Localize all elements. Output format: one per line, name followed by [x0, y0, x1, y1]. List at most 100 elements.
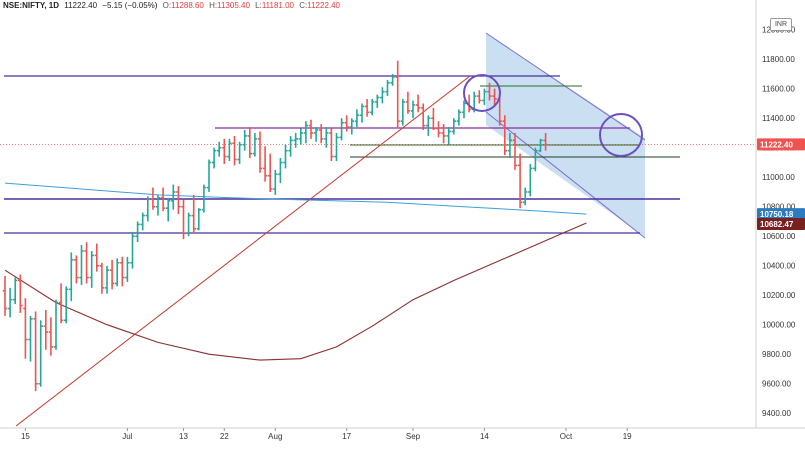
- ohlc-bar: [533, 147, 538, 172]
- y-tick-label: 11600.00: [762, 85, 795, 94]
- moving-average-mid: [4, 182, 587, 215]
- ohlc-bar: [166, 197, 171, 222]
- close-value: 11222.40: [307, 1, 341, 10]
- ohlc-bar: [375, 94, 380, 108]
- ohlc-bar: [370, 99, 375, 116]
- low-value: 11181.00: [261, 1, 294, 10]
- x-tick-label: 19: [623, 432, 632, 441]
- ohlc-bar: [38, 320, 43, 387]
- ohlc-bar: [242, 130, 247, 151]
- ohlc-bar: [288, 135, 293, 157]
- ohlc-bar: [171, 184, 176, 210]
- ohlc-bar: [298, 128, 303, 145]
- ohlc-bar: [390, 73, 395, 86]
- ohlc-bar: [217, 141, 222, 157]
- ohlc-bar: [84, 242, 89, 284]
- ohlc-bar: [206, 159, 212, 192]
- moving-average-long: [4, 222, 587, 361]
- x-tick-label: 15: [21, 432, 30, 441]
- ohlc-bar: [354, 109, 360, 128]
- ohlc-bar: [145, 196, 150, 222]
- ohlc-bar: [400, 99, 405, 126]
- ohlc-bar: [140, 212, 145, 231]
- ohlc-bar: [507, 132, 513, 159]
- ohlc-bar: [211, 147, 217, 169]
- price-tag-box: [757, 208, 805, 221]
- ohlc-bar: [492, 88, 497, 107]
- price-tag-box: [757, 218, 805, 231]
- ohlc-bar: [451, 118, 456, 135]
- ohlc-bar: [359, 103, 365, 123]
- ohlc-bar: [28, 315, 33, 362]
- y-tick-label: 10400.00: [762, 262, 796, 271]
- ohlc-bar: [23, 298, 28, 359]
- y-tick-label: 10200.00: [762, 291, 796, 300]
- ohlc-bar: [313, 127, 319, 142]
- close-label: C:: [299, 1, 308, 10]
- ohlc-bar: [109, 259, 115, 290]
- ohlc-bar: [247, 127, 252, 159]
- ohlc-bar: [502, 115, 507, 156]
- currency-badge[interactable]: INR: [770, 18, 792, 31]
- ohlc-bar: [104, 265, 110, 294]
- x-tick-label: 13: [179, 432, 188, 441]
- ohlc-bar: [125, 256, 130, 282]
- x-tick-label: 14: [480, 432, 489, 441]
- ohlc-bars: [2, 60, 548, 392]
- ohlc-bar: [99, 262, 105, 294]
- ohlc-bar: [380, 87, 385, 104]
- ohlc-bar: [196, 208, 201, 231]
- ohlc-bar: [150, 187, 156, 210]
- ohlc-bar: [431, 107, 436, 131]
- ohlc-bar: [33, 311, 38, 392]
- x-tick-label: Jul: [122, 432, 132, 441]
- ohlc-bar: [543, 132, 548, 151]
- ohlc-bar: [339, 118, 344, 141]
- ohlc-bar: [58, 283, 64, 324]
- ohlc-bar: [43, 309, 48, 350]
- price-tag-box: [757, 138, 805, 151]
- ohlc-bar: [523, 187, 528, 206]
- ohlc-bar: [334, 132, 339, 161]
- symbol-label[interactable]: NSE:NIFTY, 1D: [3, 1, 60, 10]
- ohlc-bar: [410, 100, 416, 119]
- ohlc-bar: [395, 60, 400, 129]
- ohlc-bar: [13, 277, 18, 305]
- ohlc-bar: [303, 121, 309, 144]
- ohlc-bar: [273, 169, 278, 195]
- y-tick-label: 10800.00: [762, 203, 796, 212]
- ohlc-bar: [69, 252, 74, 302]
- ohlc-bar: [436, 121, 441, 138]
- ohlc-bar: [94, 243, 99, 272]
- ohlc-bar: [283, 144, 288, 169]
- ohlc-bar: [364, 99, 370, 117]
- ohlc-bar: [191, 194, 196, 234]
- x-tick-label: Oct: [560, 432, 573, 441]
- high-label: H:: [209, 1, 218, 10]
- chart-header: NSE:NIFTY, 1D 11222.40 −5.15 (−0.05%) O:…: [3, 0, 343, 11]
- ohlc-bar: [135, 221, 140, 243]
- ohlc-bar: [293, 132, 298, 148]
- ohlc-bar: [89, 250, 94, 288]
- y-tick-label: 11400.00: [762, 114, 795, 123]
- price-tag-label: 10750.18: [760, 210, 794, 219]
- ohlc-bar: [528, 163, 533, 197]
- ohlc-bar: [120, 256, 125, 287]
- ohlc-bar: [415, 94, 421, 113]
- ohlc-bar: [421, 103, 426, 131]
- ohlc-bar: [262, 146, 268, 182]
- low-label: L:: [255, 1, 262, 10]
- ohlc-bar: [48, 317, 54, 356]
- ohlc-bar: [344, 115, 349, 132]
- ohlc-bar: [7, 287, 13, 318]
- y-tick-label: 11000.00: [762, 173, 795, 182]
- highlight-circle-oct: [599, 113, 643, 157]
- y-tick-label: 9600.00: [762, 380, 791, 389]
- ohlc-bar: [252, 132, 258, 157]
- x-tick-label: Aug: [268, 432, 282, 441]
- ohlc-bar: [186, 212, 191, 237]
- ohlc-bar: [517, 153, 523, 209]
- y-tick-label: 9400.00: [762, 409, 791, 418]
